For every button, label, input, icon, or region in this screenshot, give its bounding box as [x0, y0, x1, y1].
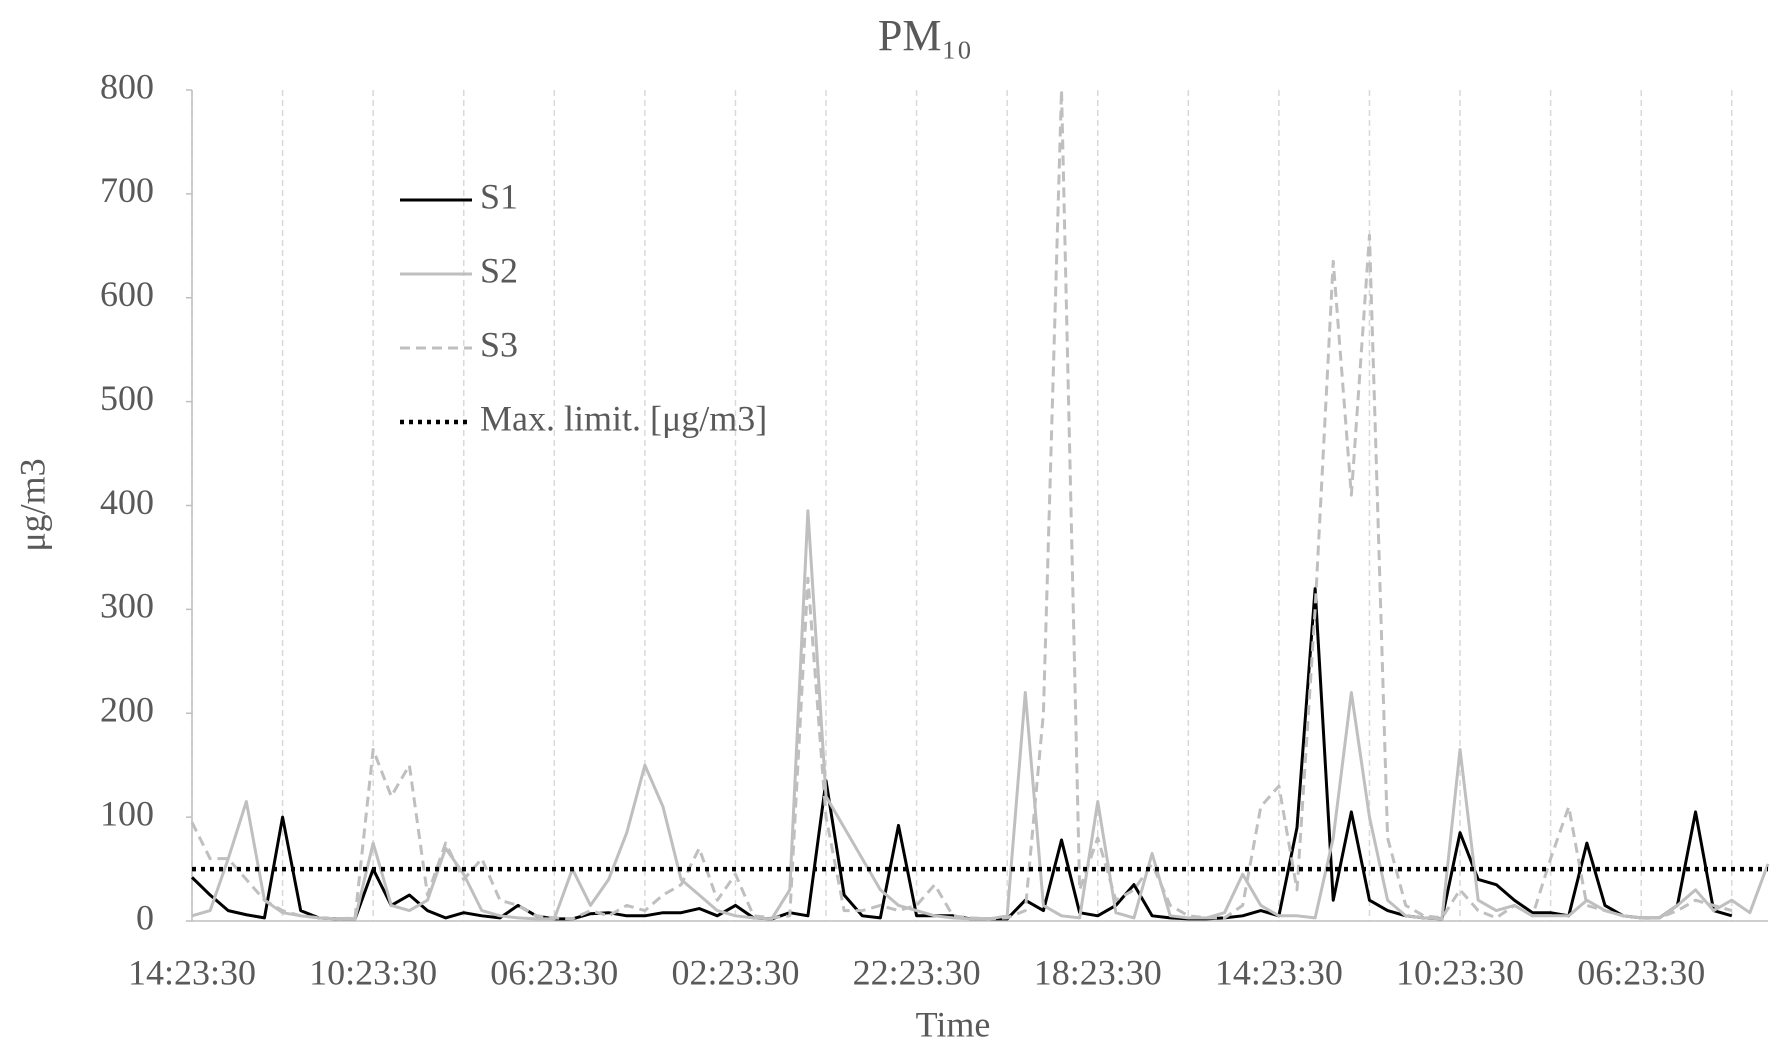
x-tick-label: 10:23:30: [1396, 952, 1524, 992]
series-line: [190, 88, 1733, 921]
x-tick-label: 06:23:30: [1577, 952, 1705, 992]
x-tick-label: 22:23:30: [853, 952, 981, 992]
y-tick-label: 300: [100, 586, 154, 626]
y-tick-label: 0: [136, 897, 154, 937]
x-tick-label: 18:23:30: [1034, 952, 1162, 992]
y-axis-label: μg/m3: [12, 458, 52, 551]
x-tick-label: 02:23:30: [671, 952, 799, 992]
y-tick-label: 700: [100, 170, 154, 210]
x-tick-label: 10:23:30: [309, 952, 437, 992]
legend-label: S1: [480, 176, 518, 216]
legend-label: S3: [480, 324, 518, 364]
x-tick-label: 14:23:30: [128, 952, 256, 992]
y-tick-label: 400: [100, 482, 154, 522]
x-axis-label: Time: [916, 1004, 991, 1044]
legend-label: S2: [480, 250, 518, 290]
y-tick-label: 500: [100, 378, 154, 418]
chart-title: PM₁₀: [878, 11, 972, 60]
y-tick-label: 200: [100, 690, 154, 730]
series-line: [191, 509, 1770, 921]
x-tick-label: 06:23:30: [490, 952, 618, 992]
y-tick-label: 600: [100, 274, 154, 314]
x-tick-label: 14:23:30: [1215, 952, 1343, 992]
y-tick-label: 800: [100, 66, 154, 106]
legend-label: Max. limit. [μg/m3]: [480, 398, 767, 438]
y-tick-label: 100: [100, 793, 154, 833]
